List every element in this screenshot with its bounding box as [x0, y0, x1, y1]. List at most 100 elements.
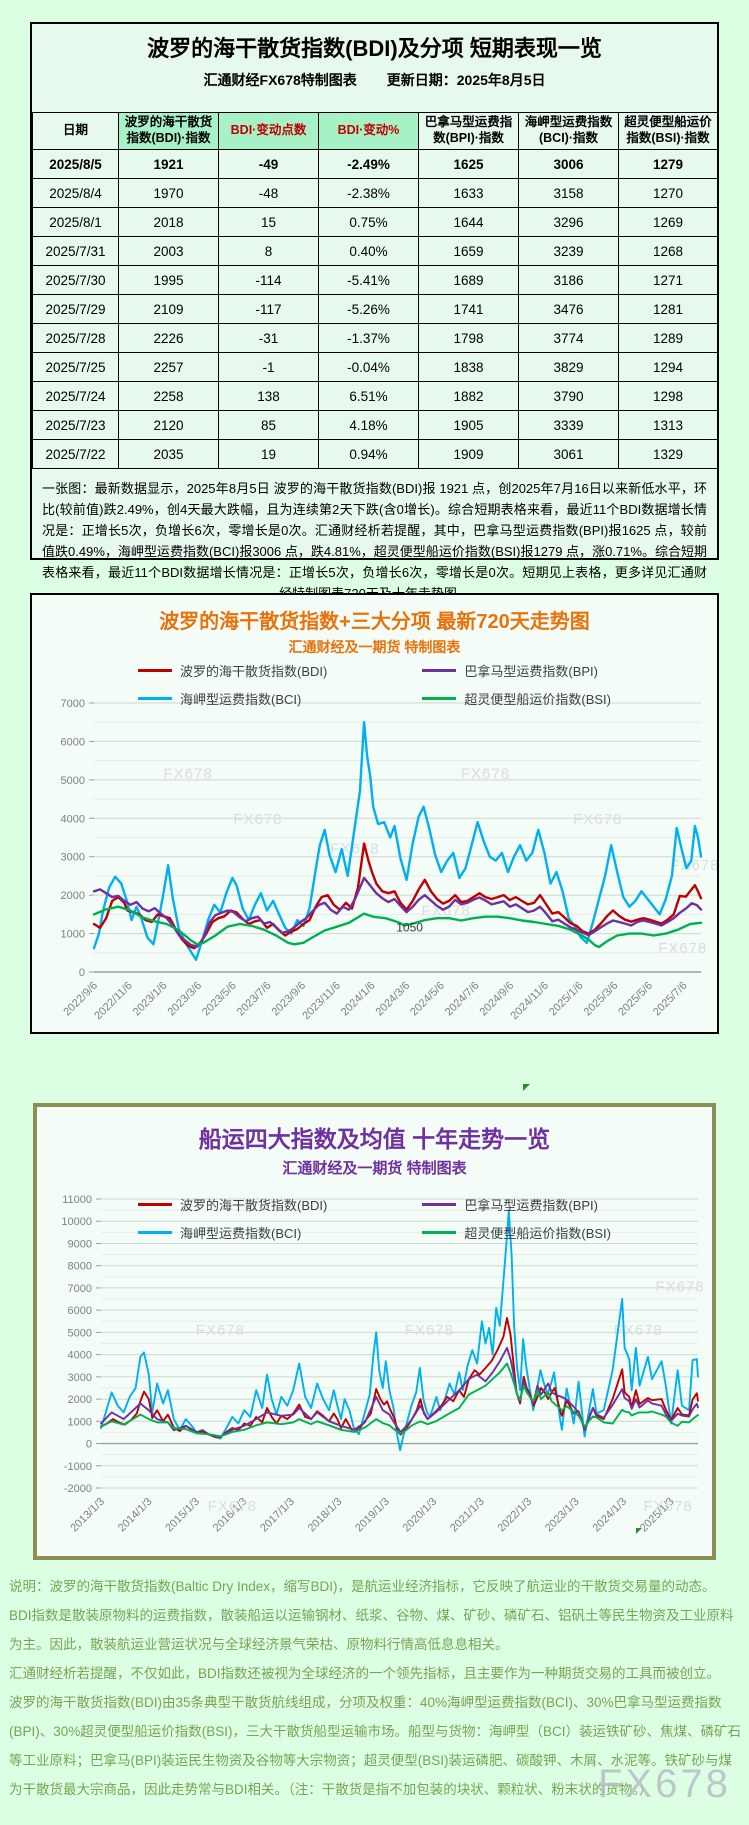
chart-720day-legend: 波罗的海干散货指数(BDI) 巴拿马型运费指数(BPI) 海岬型运费指数(BCI) 超…: [32, 661, 717, 708]
x-tick-label: 2015/1/3: [163, 1496, 202, 1535]
x-tick-label: 2019/1/3: [353, 1496, 392, 1535]
chart-720day-canvas: 010002000300040005000600070002022/9/6202…: [61, 698, 717, 1023]
chart-watermark: FX678: [163, 765, 212, 782]
chart-watermark: FX678: [233, 811, 282, 828]
x-tick-label: 2020/1/3: [401, 1496, 440, 1535]
legend-item: 超灵便型船运价指数(BSI): [422, 689, 611, 708]
series-line-2: [100, 1209, 699, 1452]
column-header: BDI·变动%: [318, 112, 419, 150]
table-update-date: 更新日期：2025年8月5日: [386, 72, 546, 88]
column-header: 海岬型运费指数(BCI)·指数: [518, 112, 619, 150]
table-row: 2025/8/1 2018 15 0.75% 1644 3296 1269: [32, 207, 718, 237]
legend-item: 波罗的海干散货指数(BDI): [138, 661, 327, 680]
value-cell: 1905: [418, 410, 519, 440]
legend-line-swatch-icon: [138, 669, 173, 672]
chart-watermark: FX678: [643, 1498, 692, 1515]
value-cell: 1909: [418, 439, 519, 469]
series-line-1: [92, 876, 703, 948]
series-line-1: [100, 1346, 699, 1438]
x-tick-label: 2022/11/6: [92, 980, 135, 1023]
value-cell: -114: [218, 265, 319, 295]
value-cell: 8: [218, 236, 319, 266]
y-tick-label: 2000: [61, 890, 85, 902]
value-cell: 1281: [618, 294, 718, 324]
x-tick-label: 2023/3/6: [165, 980, 204, 1019]
date-cell: 2025/8/5: [32, 149, 119, 179]
y-tick-label: 4000: [61, 813, 85, 825]
legend-label: 超灵便型船运价指数(BSI): [464, 692, 611, 707]
value-cell: 0.75%: [318, 207, 419, 237]
legend-label: 波罗的海干散货指数(BDI): [180, 1198, 328, 1213]
green-artifact-icon: [636, 1528, 642, 1534]
value-cell: -1: [218, 352, 319, 382]
value-cell: 2109: [118, 294, 219, 324]
value-cell: -5.41%: [318, 265, 419, 295]
table-summary-text: 一张图：最新数据显示，2025年8月5日 波罗的海干散货指数(BDI)报 192…: [42, 481, 707, 601]
value-cell: 1921: [118, 149, 219, 179]
value-cell: 1633: [418, 178, 519, 208]
x-tick-label: 2024/1/3: [590, 1496, 629, 1535]
footer-paragraph: 汇通财经析若提醒，不仅如此，BDI指数还被视为全球经济的一个领先指标，且主要作为…: [9, 1666, 721, 1681]
series-line-0: [100, 1316, 699, 1439]
table-row: 2025/8/4 1970 -48 -2.38% 1633 3158 1270: [32, 178, 718, 208]
column-header: 波罗的海干散货指数(BDI)·指数: [118, 112, 219, 150]
legend-line-swatch-icon: [422, 697, 457, 700]
footer-explanation: 说明：波罗的海干散货指数(Baltic Dry Index，缩写BDI)，是航运…: [9, 1572, 742, 1804]
chart-10year-section: -2000 -1000 0 1000 2000 3000 4000 5000 6000 7000 8…: [33, 1103, 716, 1560]
value-cell: 4.18%: [318, 410, 419, 440]
table-row: 2025/7/24 2258 138 6.51% 1882 3790 1298: [32, 381, 718, 411]
legend-line-swatch-icon: [422, 1231, 457, 1234]
legend-item: 波罗的海干散货指数(BDI): [138, 1195, 327, 1214]
value-cell: 1294: [618, 352, 718, 382]
y-tick-label: 7000: [68, 1283, 92, 1295]
table-row: 2025/8/5 1921 -49 -2.49% 1625 3006 1279: [32, 149, 718, 179]
x-tick-label: 2018/1/3: [306, 1496, 345, 1535]
x-tick-label: 2023/11/6: [300, 980, 343, 1023]
value-cell: -49: [218, 149, 319, 179]
bdi-short-term-section: 波罗的海干散货指数(BDI)及分项 短期表现一览 汇通财经FX678特制图表 更…: [30, 22, 719, 601]
x-tick-label: 2024/7/6: [443, 980, 482, 1019]
table-row: 2025/7/25 2257 -1 -0.04% 1838 3829 1294: [32, 352, 718, 382]
value-cell: 3790: [518, 381, 619, 411]
x-tick-label: 2022/1/3: [496, 1496, 535, 1535]
x-tick-label: 2025/5/6: [616, 980, 655, 1019]
value-cell: 1271: [618, 265, 718, 295]
legend-label: 海岬型运费指数(BCI): [180, 692, 302, 707]
column-header: BDI·变动点数: [218, 112, 319, 150]
legend-label: 巴拿马型运费指数(BPI): [464, 664, 598, 679]
chart-10year-subtitle: 汇通财经及一期货 特制图表: [282, 1160, 467, 1177]
value-cell: 1289: [618, 323, 718, 353]
value-cell: 3774: [518, 323, 619, 353]
chart-watermark: FX678: [658, 940, 707, 957]
date-cell: 2025/7/30: [32, 265, 119, 295]
value-cell: 1329: [618, 439, 718, 469]
y-tick-label: 4000: [68, 1350, 92, 1362]
date-cell: 2025/8/1: [32, 207, 119, 237]
series-line-0: [92, 842, 703, 950]
value-cell: 1659: [418, 236, 519, 266]
x-tick-label: 2025/7/6: [651, 980, 690, 1019]
green-artifact-icon: [523, 1084, 530, 1091]
date-cell: 2025/7/22: [32, 439, 119, 469]
value-cell: 3061: [518, 439, 619, 469]
value-cell: 1268: [618, 236, 718, 266]
y-tick-label: 6000: [61, 736, 85, 748]
y-tick-label: 9000: [68, 1238, 92, 1250]
fx678-watermark: FX678: [598, 1762, 731, 1806]
value-cell: 2226: [118, 323, 219, 353]
chart-720day-subtitle: 汇通财经及一期货 特制图表: [288, 639, 461, 655]
date-cell: 2025/8/4: [32, 178, 119, 208]
column-header: 超灵便型船运价指数(BSI)·指数: [618, 112, 718, 150]
date-cell: 2025/7/25: [32, 352, 119, 382]
data-annotation: 1050: [396, 921, 423, 935]
y-tick-label: 7000: [61, 698, 85, 710]
date-cell: 2025/7/24: [32, 381, 119, 411]
x-tick-label: 2014/1/3: [116, 1496, 155, 1535]
value-cell: 138: [218, 381, 319, 411]
value-cell: 3186: [518, 265, 619, 295]
chart-720day-title: 波罗的海干散货指数+三大分项 最新720天走势图: [159, 611, 590, 633]
date-cell: 2025/7/28: [32, 323, 119, 353]
chart-watermark: FX678: [208, 1498, 257, 1515]
y-tick-label: 3000: [61, 852, 85, 864]
